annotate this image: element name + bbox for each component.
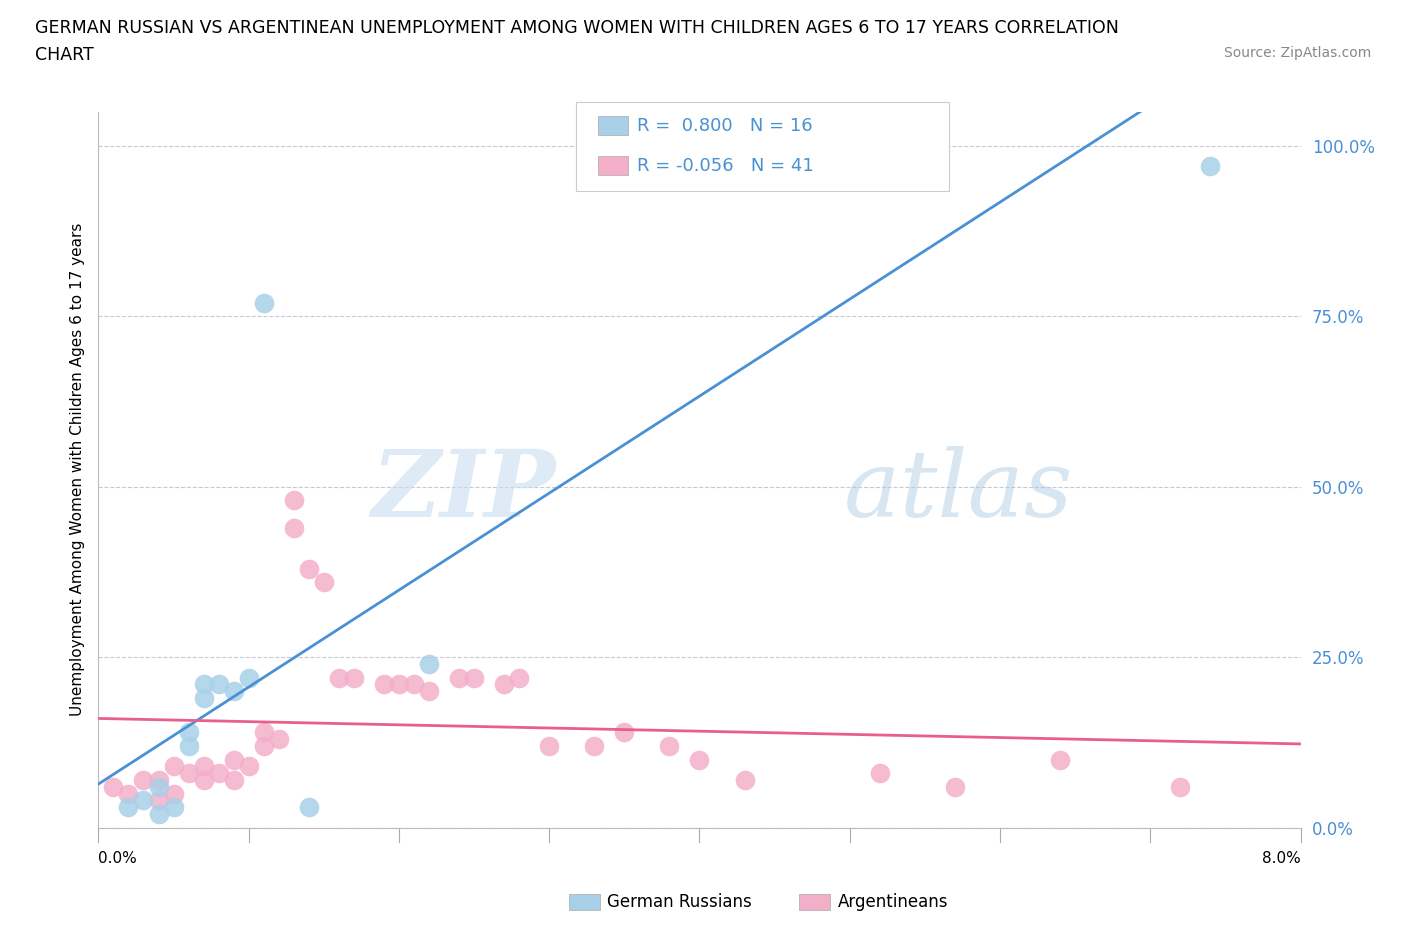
Text: German Russians: German Russians [607,893,752,911]
Point [222,684,245,698]
Point [613,724,636,739]
Text: R = -0.056   N = 41: R = -0.056 N = 41 [637,156,814,175]
Point [508,671,530,685]
Point [1168,779,1191,794]
Point [312,575,335,590]
Point [447,671,470,685]
Text: ZIP: ZIP [371,446,555,536]
Y-axis label: Unemployment Among Women with Children Ages 6 to 17 years: Unemployment Among Women with Children A… [69,223,84,716]
Point [658,738,681,753]
Text: GERMAN RUSSIAN VS ARGENTINEAN UNEMPLOYMENT AMONG WOMEN WITH CHILDREN AGES 6 TO 1: GERMAN RUSSIAN VS ARGENTINEAN UNEMPLOYME… [35,19,1119,36]
Point [103,779,125,794]
Point [943,779,966,794]
Point [148,806,170,821]
Point [494,677,516,692]
Point [132,793,155,808]
Point [538,738,561,753]
Point [162,759,184,774]
Text: Argentineans: Argentineans [838,893,949,911]
Point [222,752,245,767]
Point [298,800,321,815]
Text: Source: ZipAtlas.com: Source: ZipAtlas.com [1223,46,1371,60]
Point [1049,752,1071,767]
Point [734,172,756,187]
Text: atlas: atlas [844,446,1073,536]
Point [253,295,276,310]
Point [238,759,260,774]
Text: 8.0%: 8.0% [1261,851,1301,866]
Point [193,691,215,706]
Point [463,671,485,685]
Point [222,773,245,788]
Point [583,738,606,753]
Point [283,493,305,508]
Point [1199,159,1222,174]
Point [267,732,290,747]
Point [283,520,305,535]
Point [208,677,231,692]
Point [162,786,184,801]
Point [148,793,170,808]
Text: CHART: CHART [35,46,94,64]
Point [253,724,276,739]
Point [734,773,756,788]
Point [193,759,215,774]
Point [402,677,425,692]
Point [148,779,170,794]
Point [869,765,891,780]
Point [238,671,260,685]
Point [388,677,411,692]
Point [688,752,710,767]
Point [193,677,215,692]
Point [343,671,366,685]
Point [373,677,395,692]
Point [117,786,139,801]
Point [162,800,184,815]
Point [298,561,321,576]
Point [177,765,200,780]
Point [328,671,350,685]
Text: 0.0%: 0.0% [98,851,138,866]
Point [193,773,215,788]
Point [117,800,139,815]
Point [177,738,200,753]
Point [418,657,440,671]
Point [418,684,440,698]
Text: R =  0.800   N = 16: R = 0.800 N = 16 [637,116,813,135]
Point [132,773,155,788]
Point [148,773,170,788]
Point [177,724,200,739]
Point [208,765,231,780]
Point [253,738,276,753]
